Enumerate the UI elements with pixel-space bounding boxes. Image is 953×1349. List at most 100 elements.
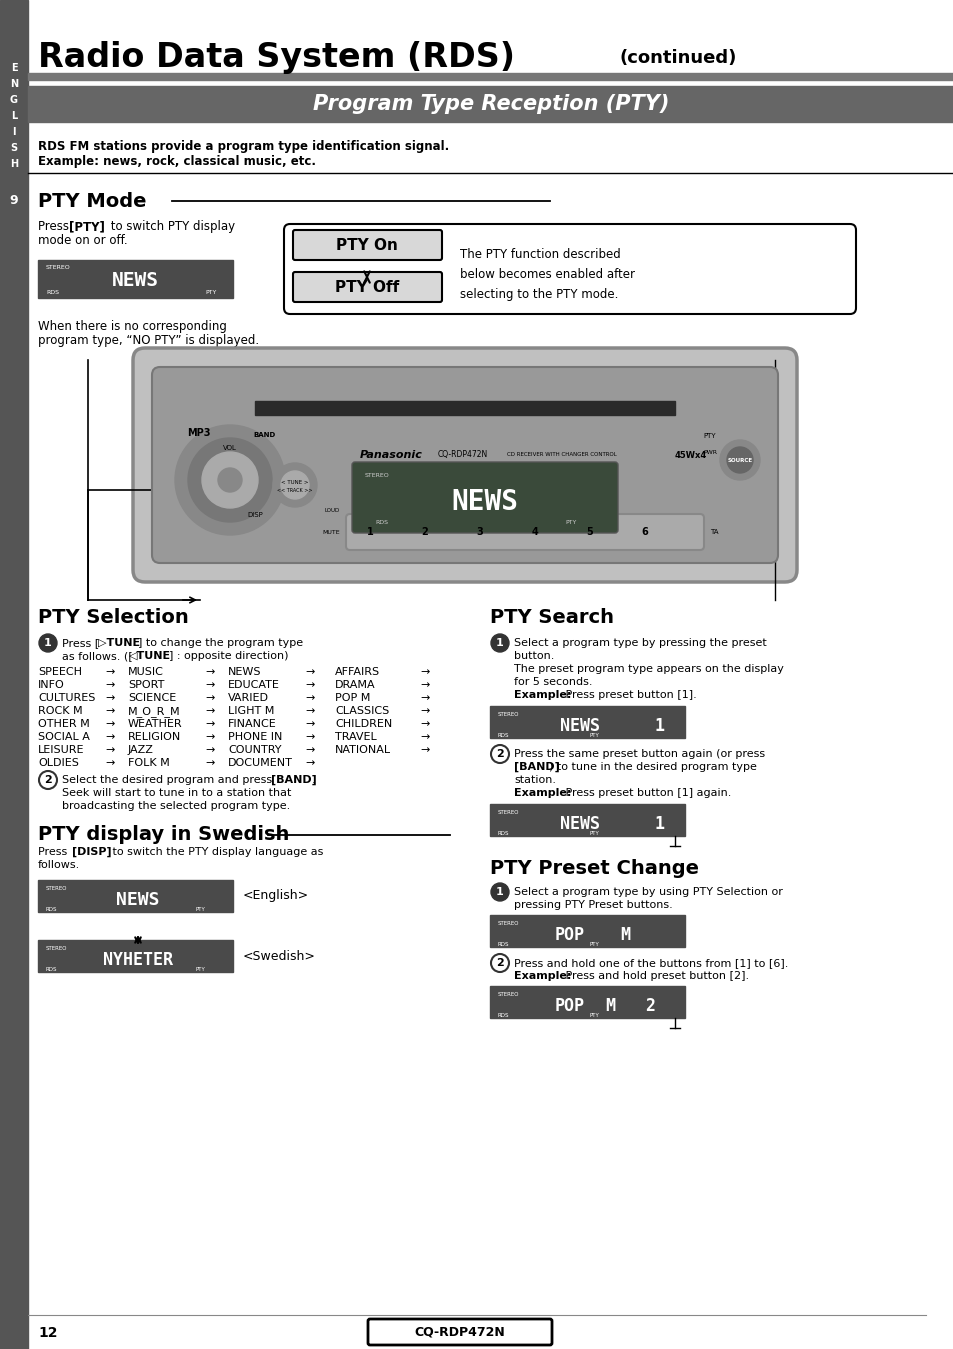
- Text: <Swedish>: <Swedish>: [243, 950, 315, 962]
- Text: STEREO: STEREO: [497, 921, 519, 925]
- Text: PTY display in Swedish: PTY display in Swedish: [38, 826, 289, 844]
- Text: Press: Press: [38, 847, 71, 857]
- FancyBboxPatch shape: [346, 514, 703, 550]
- Text: ] : opposite direction): ] : opposite direction): [169, 652, 288, 661]
- Text: STEREO: STEREO: [46, 264, 71, 270]
- Text: NEWS: NEWS: [112, 271, 158, 290]
- Text: ▷TUNE: ▷TUNE: [98, 638, 140, 648]
- Text: program type, “NO PTY” is displayed.: program type, “NO PTY” is displayed.: [38, 335, 259, 347]
- Text: TA: TA: [709, 529, 718, 536]
- Text: 2: 2: [44, 774, 51, 785]
- Text: M: M: [619, 925, 629, 944]
- Circle shape: [491, 745, 509, 764]
- Text: ) to tune in the desired program type: ) to tune in the desired program type: [548, 762, 756, 772]
- Text: →: →: [305, 733, 314, 742]
- Text: →: →: [205, 733, 214, 742]
- Text: LIGHT M: LIGHT M: [228, 706, 274, 716]
- Text: E: E: [10, 63, 17, 73]
- Text: PHONE IN: PHONE IN: [228, 733, 282, 742]
- Text: 1: 1: [44, 638, 51, 648]
- Text: Example: news, rock, classical music, etc.: Example: news, rock, classical music, et…: [38, 155, 315, 169]
- Text: The PTY function described
below becomes enabled after
selecting to the PTY mode: The PTY function described below becomes…: [459, 248, 635, 301]
- Text: SPEECH: SPEECH: [38, 666, 82, 677]
- Text: PTY: PTY: [564, 519, 576, 525]
- Text: EDUCATE: EDUCATE: [228, 680, 279, 689]
- Text: RELIGION: RELIGION: [128, 733, 181, 742]
- Text: STEREO: STEREO: [46, 946, 68, 951]
- Text: VARIED: VARIED: [228, 693, 269, 703]
- Text: [BAND]: [BAND]: [514, 762, 559, 772]
- Text: CQ-RDP472N: CQ-RDP472N: [437, 451, 488, 460]
- Bar: [254, 401, 675, 415]
- Text: →: →: [305, 758, 314, 768]
- Text: OLDIES: OLDIES: [38, 758, 79, 768]
- Text: SPORT: SPORT: [128, 680, 164, 689]
- Text: POP: POP: [555, 997, 584, 1014]
- Text: broadcasting the selected program type.: broadcasting the selected program type.: [62, 801, 290, 811]
- Text: 5: 5: [586, 527, 593, 537]
- Circle shape: [273, 463, 316, 507]
- Text: S: S: [10, 143, 17, 152]
- Text: STEREO: STEREO: [497, 992, 519, 997]
- Text: STEREO: STEREO: [497, 809, 519, 815]
- Text: MP3: MP3: [187, 428, 211, 438]
- Text: JAZZ: JAZZ: [128, 745, 153, 755]
- Circle shape: [174, 425, 285, 536]
- Text: →: →: [105, 666, 114, 677]
- Text: PTY: PTY: [589, 831, 599, 836]
- Text: Example:: Example:: [514, 689, 571, 700]
- Text: POP M: POP M: [335, 693, 370, 703]
- Text: POP: POP: [555, 925, 584, 944]
- Text: pressing PTY Preset buttons.: pressing PTY Preset buttons.: [514, 900, 672, 911]
- Text: PTY Off: PTY Off: [335, 279, 398, 294]
- Circle shape: [39, 772, 57, 789]
- Bar: [490, 986, 684, 1018]
- Text: NEWS: NEWS: [559, 718, 599, 735]
- Text: CLASSICS: CLASSICS: [335, 706, 389, 716]
- Bar: [28, 86, 953, 121]
- Text: →: →: [205, 745, 214, 755]
- Text: PTY: PTY: [589, 942, 599, 947]
- Text: Seek will start to tune in to a station that: Seek will start to tune in to a station …: [62, 788, 291, 799]
- Text: RDS: RDS: [46, 290, 59, 295]
- Text: MUTE: MUTE: [322, 530, 339, 534]
- Text: AFFAIRS: AFFAIRS: [335, 666, 379, 677]
- FancyBboxPatch shape: [152, 367, 778, 563]
- Text: →: →: [105, 719, 114, 728]
- Text: Select a program type by using PTY Selection or: Select a program type by using PTY Selec…: [514, 888, 782, 897]
- Text: 2: 2: [421, 527, 428, 537]
- Text: FINANCE: FINANCE: [228, 719, 276, 728]
- Text: PTY: PTY: [589, 1013, 599, 1018]
- Text: →: →: [205, 719, 214, 728]
- Text: .: .: [312, 774, 315, 785]
- Text: 2: 2: [496, 958, 503, 969]
- Text: LOUD: LOUD: [324, 507, 339, 513]
- Text: →: →: [305, 666, 314, 677]
- FancyBboxPatch shape: [368, 1319, 552, 1345]
- Text: Radio Data System (RDS): Radio Data System (RDS): [38, 42, 515, 74]
- Text: NATIONAL: NATIONAL: [335, 745, 391, 755]
- Text: DISP: DISP: [247, 513, 263, 518]
- Text: RDS: RDS: [497, 942, 509, 947]
- Text: PTY On: PTY On: [335, 237, 397, 252]
- Text: COUNTRY: COUNTRY: [228, 745, 281, 755]
- Text: STEREO: STEREO: [46, 886, 68, 890]
- Text: PTY: PTY: [589, 733, 599, 738]
- Text: PTY: PTY: [703, 433, 716, 438]
- FancyBboxPatch shape: [352, 461, 618, 533]
- Bar: [490, 706, 684, 738]
- Text: →: →: [305, 745, 314, 755]
- Circle shape: [281, 471, 309, 499]
- Text: →: →: [205, 758, 214, 768]
- Text: →: →: [105, 733, 114, 742]
- Text: PTY: PTY: [195, 967, 206, 973]
- Text: 45Wx4: 45Wx4: [675, 451, 706, 460]
- Text: NEWS: NEWS: [228, 666, 261, 677]
- FancyBboxPatch shape: [293, 272, 441, 302]
- Circle shape: [491, 884, 509, 901]
- Text: for 5 seconds.: for 5 seconds.: [514, 677, 592, 687]
- Text: ROCK M: ROCK M: [38, 706, 83, 716]
- Text: Press [: Press [: [62, 638, 99, 648]
- Text: Press the same preset button again (or press: Press the same preset button again (or p…: [514, 749, 764, 759]
- Bar: [38, 880, 233, 912]
